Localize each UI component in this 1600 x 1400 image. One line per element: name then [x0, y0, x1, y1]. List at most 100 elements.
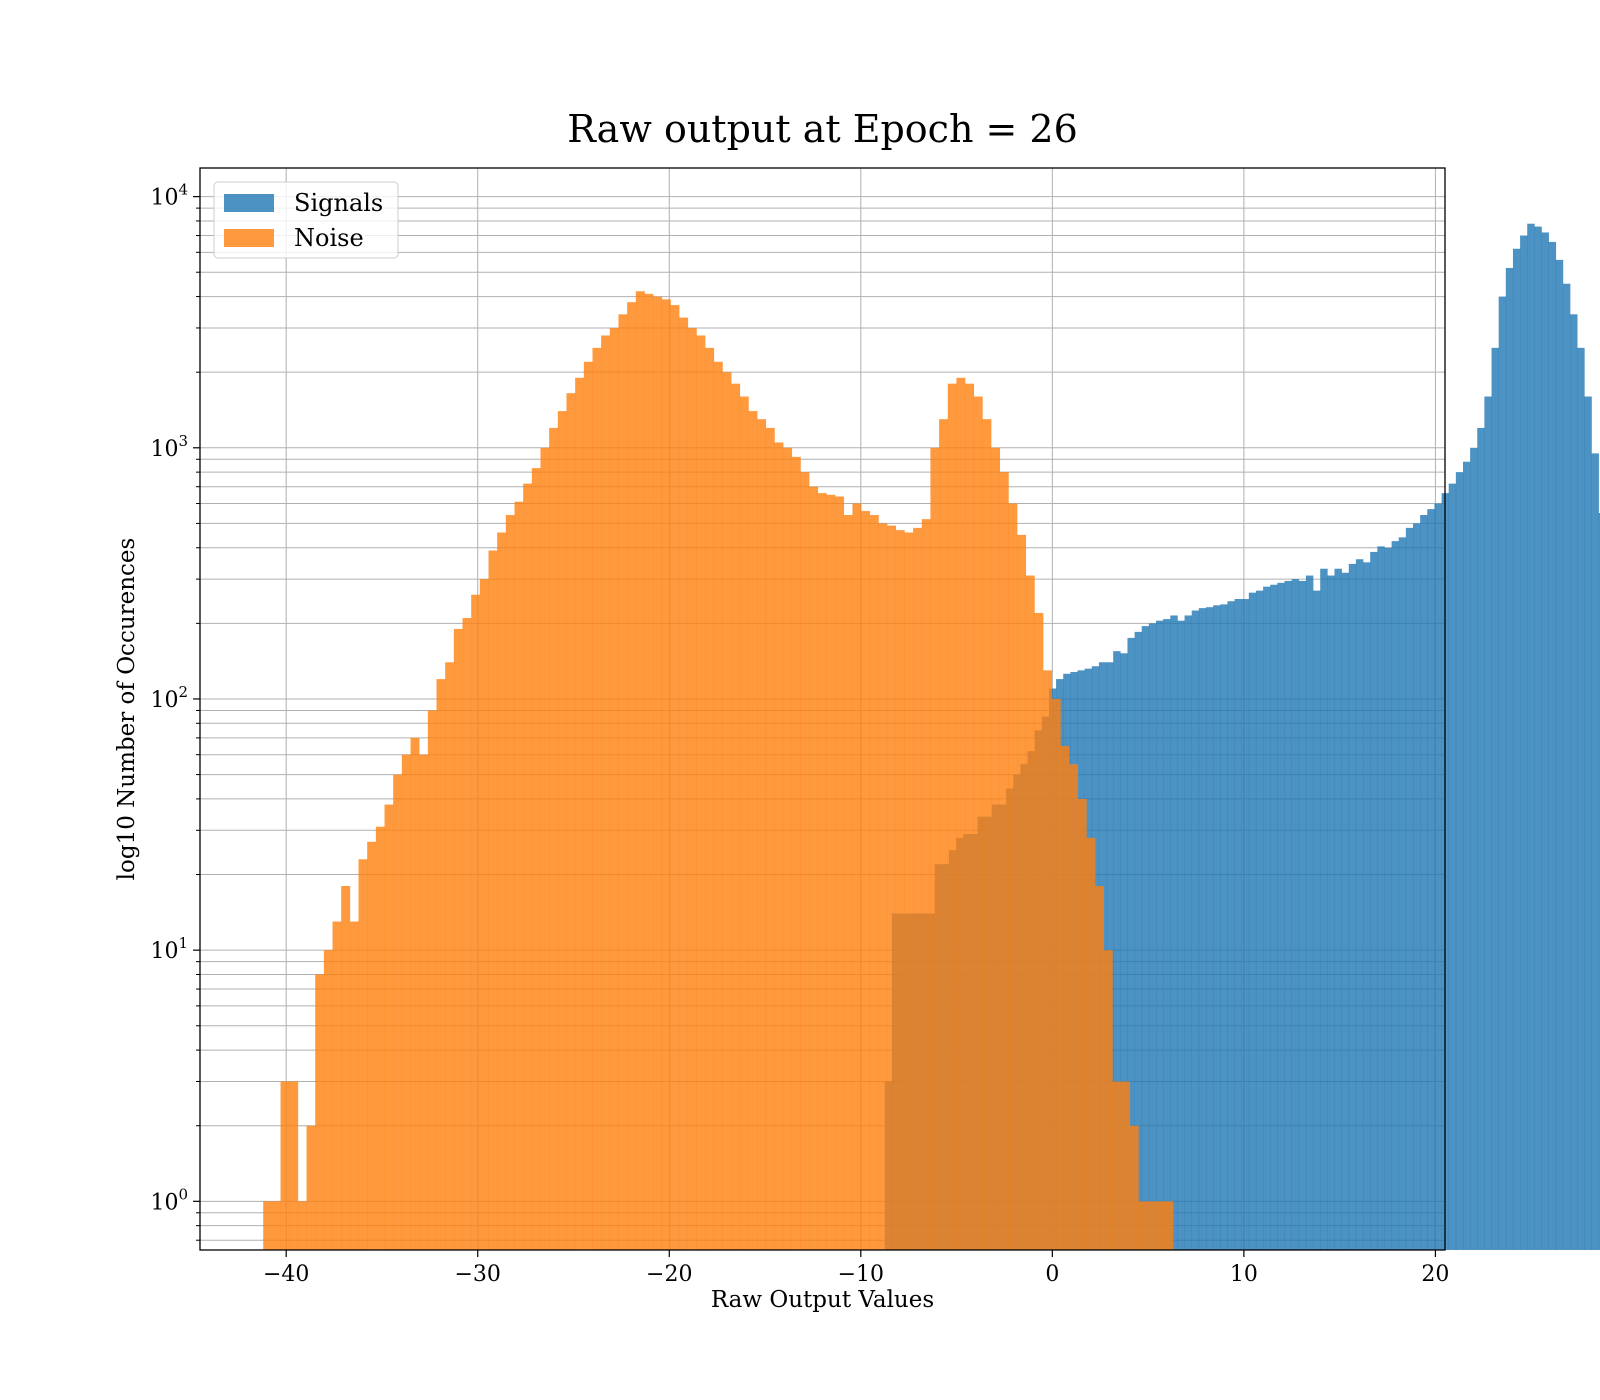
bar-noise — [921, 519, 931, 1250]
bar-signals — [1498, 296, 1507, 1250]
bar-noise — [289, 1081, 299, 1250]
bar-noise — [566, 393, 576, 1250]
bar-signals — [1113, 651, 1121, 1250]
x-tick-label: −10 — [838, 1262, 884, 1287]
x-tick-label: −20 — [646, 1262, 692, 1287]
bar-noise — [367, 841, 377, 1250]
bar-signals — [1148, 623, 1157, 1250]
ticks-layer: −40 −30 −20 −10 0 10 20 100 101 102 103 104 — [150, 181, 1449, 1287]
series-noise — [263, 291, 1174, 1251]
bar-noise — [1017, 534, 1027, 1250]
bar-signals — [1298, 580, 1307, 1250]
bar-noise — [523, 483, 533, 1250]
bar-signals — [1227, 601, 1235, 1250]
bar-noise — [904, 532, 914, 1250]
bar-noise — [497, 532, 507, 1250]
bar-signals — [1141, 626, 1150, 1250]
legend-label-noise: Noise — [294, 224, 364, 252]
bar-noise — [1095, 886, 1105, 1250]
bar-noise — [1086, 837, 1096, 1250]
bar-noise — [861, 511, 871, 1250]
bar-signals — [1263, 586, 1271, 1250]
bar-noise — [1103, 950, 1113, 1250]
bar-noise — [549, 427, 559, 1251]
bar-noise — [410, 737, 420, 1250]
bar-noise — [895, 530, 905, 1250]
bar-signals — [1491, 347, 1499, 1250]
bar-signals — [1156, 620, 1164, 1250]
bar-noise — [297, 1201, 307, 1250]
bar-noise — [315, 974, 325, 1250]
bar-noise — [436, 679, 446, 1250]
bar-signals — [1555, 259, 1564, 1250]
bar-noise — [713, 361, 723, 1250]
bar-noise — [947, 383, 957, 1250]
y-tick-label: 100 — [150, 1185, 188, 1215]
bar-noise — [843, 515, 853, 1250]
bar-signals — [1327, 575, 1335, 1250]
bar-noise — [852, 503, 862, 1250]
bar-signals — [1405, 527, 1414, 1250]
bar-signals — [1477, 427, 1485, 1251]
bars-layer — [263, 223, 1600, 1251]
bar-noise — [540, 447, 550, 1251]
bar-signals — [1284, 580, 1292, 1250]
bar-signals — [1548, 241, 1557, 1250]
bar-noise — [488, 550, 498, 1250]
bar-noise — [765, 427, 775, 1251]
bar-noise — [878, 523, 888, 1250]
bar-signals — [1520, 235, 1528, 1250]
bar-signals — [1234, 599, 1242, 1250]
bar-signals — [1534, 226, 1542, 1251]
bar-noise — [739, 396, 749, 1250]
bar-noise — [757, 419, 767, 1250]
bar-noise — [609, 327, 619, 1250]
bar-noise — [635, 291, 645, 1251]
bar-signals — [1255, 590, 1264, 1250]
bar-noise — [601, 335, 611, 1250]
bar-noise — [913, 527, 923, 1250]
legend-swatch-signals — [224, 194, 274, 212]
bar-noise — [280, 1081, 290, 1250]
y-tick-label: 102 — [150, 683, 188, 713]
bar-signals — [1505, 267, 1514, 1250]
bar-noise — [644, 293, 654, 1251]
bar-signals — [1455, 472, 1464, 1251]
bar-signals — [1170, 615, 1178, 1250]
bar-signals — [1420, 515, 1428, 1250]
bar-noise — [531, 468, 541, 1250]
chart-title: Raw output at Epoch = 26 — [567, 107, 1078, 151]
bar-signals — [1591, 453, 1599, 1250]
bar-signals — [1577, 347, 1585, 1250]
bar-noise — [323, 950, 333, 1250]
bar-noise — [341, 886, 351, 1250]
bar-noise — [999, 472, 1009, 1251]
legend-label-signals: Signals — [294, 189, 383, 217]
bar-signals — [1291, 579, 1300, 1250]
bar-noise — [427, 710, 437, 1250]
bar-noise — [627, 302, 637, 1251]
bar-signals — [1191, 610, 1200, 1250]
y-tick-label: 101 — [150, 934, 188, 964]
bar-noise — [401, 754, 411, 1250]
bar-signals — [1462, 461, 1471, 1250]
x-axis-label: Raw Output Values — [711, 1287, 934, 1313]
bar-noise — [887, 525, 897, 1250]
bar-signals — [1320, 568, 1328, 1250]
bar-signals — [1220, 604, 1228, 1250]
bar-noise — [1164, 1201, 1174, 1250]
bar-signals — [1205, 607, 1214, 1250]
bar-noise — [973, 396, 983, 1250]
bar-noise — [722, 372, 732, 1250]
bar-noise — [583, 361, 593, 1250]
bar-noise — [791, 456, 801, 1250]
bar-noise — [670, 305, 680, 1250]
bar-noise — [384, 804, 394, 1250]
bar-signals — [1348, 563, 1357, 1250]
bar-noise — [514, 501, 524, 1250]
bar-noise — [1112, 1081, 1122, 1250]
bar-noise — [939, 419, 949, 1250]
bar-noise — [748, 411, 758, 1250]
bar-noise — [575, 377, 585, 1250]
bar-signals — [1177, 620, 1185, 1250]
